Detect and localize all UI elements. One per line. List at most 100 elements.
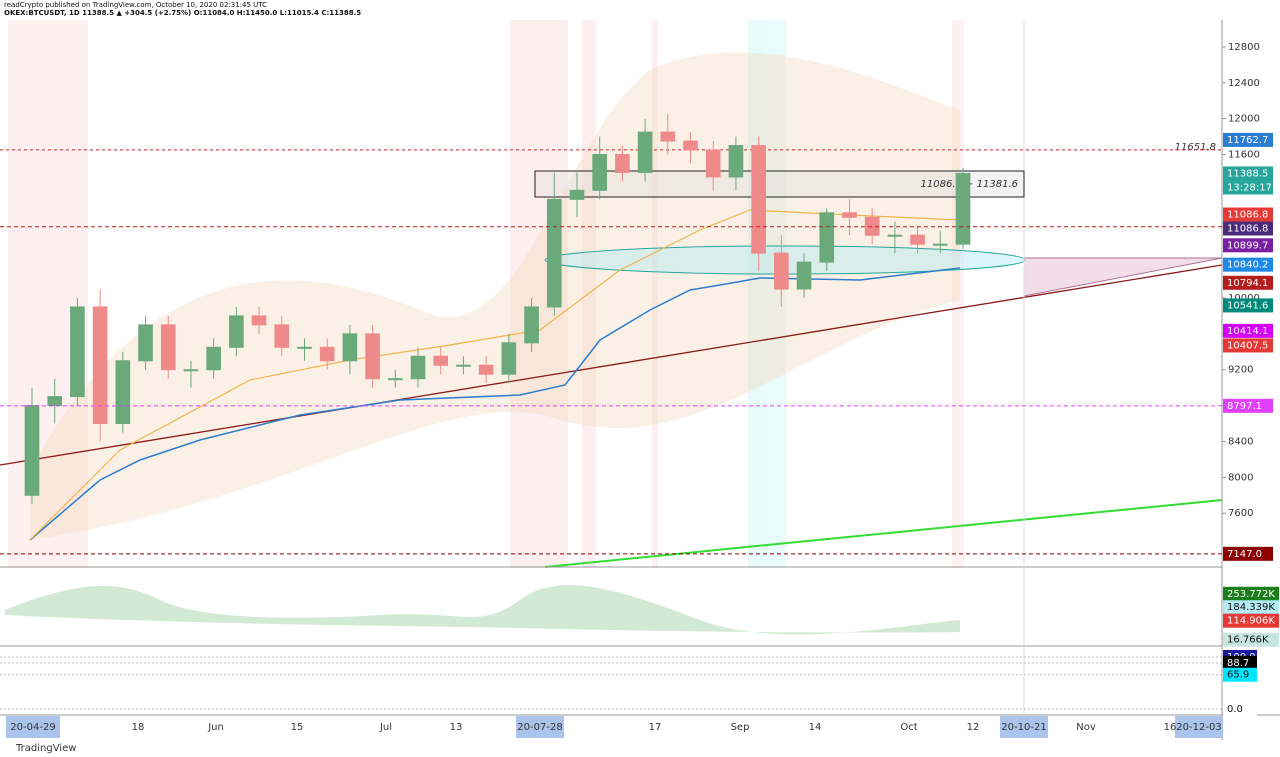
candle-body bbox=[206, 346, 221, 371]
x-label: 17 bbox=[649, 722, 662, 733]
bollinger-cloud bbox=[30, 52, 960, 540]
candle-body bbox=[251, 315, 267, 326]
x-label: Nov bbox=[1076, 722, 1096, 733]
price-tag-label: 11086.8 bbox=[1227, 224, 1268, 235]
price-tag bbox=[1223, 207, 1273, 222]
x-label: 14 bbox=[809, 722, 822, 733]
candle-body bbox=[183, 369, 199, 372]
price-tag bbox=[1223, 132, 1273, 147]
candle-body bbox=[160, 324, 176, 371]
price-tag bbox=[1223, 338, 1273, 353]
ma-line bbox=[29, 209, 961, 541]
osc-tag bbox=[1223, 702, 1257, 716]
volume-tag-label: 253.772K bbox=[1227, 589, 1275, 600]
osc-tag-label: 65.9 bbox=[1227, 670, 1249, 681]
x-label: 12 bbox=[967, 722, 980, 733]
price-tag-label: 7147.0 bbox=[1227, 549, 1262, 560]
candle-body bbox=[751, 145, 766, 254]
volume-tag bbox=[1223, 613, 1279, 628]
x-label: Jun bbox=[207, 722, 224, 733]
band bbox=[748, 20, 786, 568]
x-label: Sep bbox=[731, 722, 750, 733]
candle-body bbox=[910, 234, 925, 245]
x-label: 18 bbox=[132, 722, 145, 733]
candle-body bbox=[705, 149, 721, 178]
x-label: 20-07-28 bbox=[517, 722, 562, 733]
candle-body bbox=[24, 405, 40, 496]
price-tag-label: 10794.1 bbox=[1227, 278, 1268, 289]
price-tag bbox=[1223, 275, 1273, 290]
header-symbol: OKEX:BTCUSDT, 1D 11388.5 ▲ +304.5 (+2.75… bbox=[4, 9, 361, 17]
price-tag bbox=[1223, 323, 1273, 338]
x-highlight bbox=[1175, 716, 1223, 738]
highlight-bands bbox=[8, 20, 964, 568]
price-tag bbox=[1223, 546, 1273, 561]
x-highlight bbox=[1000, 716, 1048, 738]
price-tag-label: 10541.6 bbox=[1227, 300, 1268, 311]
x-label: Jul bbox=[379, 722, 392, 733]
x-label: 20-10-21 bbox=[1001, 722, 1046, 733]
price-tag bbox=[1223, 257, 1273, 272]
candle-body bbox=[774, 252, 789, 290]
candle-body bbox=[229, 315, 244, 348]
footer-brand: TradingView bbox=[15, 743, 76, 754]
candle-body bbox=[887, 234, 903, 237]
candle-body bbox=[955, 172, 971, 245]
candle-body bbox=[297, 346, 312, 349]
candle-body bbox=[501, 342, 517, 375]
candle-body bbox=[70, 306, 85, 398]
y-tick-label: 8000 bbox=[1228, 472, 1253, 483]
band bbox=[8, 20, 88, 568]
candle-body bbox=[592, 154, 607, 191]
candle-body bbox=[842, 212, 857, 218]
y-tick-label: 8400 bbox=[1228, 436, 1253, 447]
x-label: 15 bbox=[291, 722, 304, 733]
candle-body bbox=[388, 378, 403, 381]
y-tick-label: 12800 bbox=[1228, 42, 1260, 53]
range-box bbox=[534, 170, 1025, 198]
candle-body bbox=[615, 154, 630, 173]
candle-body bbox=[342, 333, 358, 362]
countdown-tag bbox=[1223, 180, 1273, 195]
y-tick-label: 9200 bbox=[1228, 365, 1253, 376]
x-label: 20-12-03 bbox=[1176, 722, 1221, 733]
candle-body bbox=[92, 306, 108, 425]
price-tag-label: 10899.7 bbox=[1227, 240, 1268, 251]
candle-body bbox=[819, 212, 835, 263]
osc-tag bbox=[1223, 667, 1257, 682]
volume-tag bbox=[1223, 586, 1279, 601]
y-tick-label: 11600 bbox=[1228, 150, 1260, 161]
candle-body bbox=[410, 355, 426, 380]
price-tag bbox=[1223, 221, 1273, 236]
price-tag-label: 11388.5 bbox=[1227, 168, 1268, 179]
osc-tag-label: 0.0 bbox=[1227, 704, 1243, 715]
countdown-label: 13:28:17 bbox=[1227, 182, 1272, 193]
candle-body bbox=[274, 324, 290, 348]
candle-body bbox=[546, 198, 562, 308]
candle-body bbox=[660, 131, 676, 142]
x-label: Oct bbox=[900, 722, 917, 733]
candle-body bbox=[683, 140, 698, 151]
volume-tag-label: 114.906K bbox=[1227, 616, 1275, 627]
indicator-line bbox=[29, 267, 961, 541]
candle-body bbox=[728, 145, 744, 178]
candle-body bbox=[796, 261, 812, 290]
trend-line bbox=[544, 499, 1223, 568]
y-tick-label: 12400 bbox=[1228, 78, 1260, 89]
x-label: 16 bbox=[1164, 722, 1177, 733]
price-tag-label: 10414.1 bbox=[1227, 326, 1268, 337]
x-highlight bbox=[516, 716, 564, 738]
x-label: 20-04-29 bbox=[10, 722, 55, 733]
price-tag-label: 8797.1 bbox=[1227, 401, 1262, 412]
price-tag bbox=[1223, 238, 1273, 253]
y-tick-label: 12000 bbox=[1228, 114, 1260, 125]
candle-body bbox=[433, 355, 449, 366]
candle-body bbox=[637, 131, 653, 173]
candle-body bbox=[319, 346, 335, 362]
candle-body bbox=[47, 396, 63, 407]
x-highlight bbox=[6, 716, 60, 738]
price-tag-label: 11086.8 bbox=[1227, 210, 1268, 221]
volume-tag bbox=[1223, 632, 1279, 647]
price-tag-label: 11762.7 bbox=[1227, 135, 1268, 146]
